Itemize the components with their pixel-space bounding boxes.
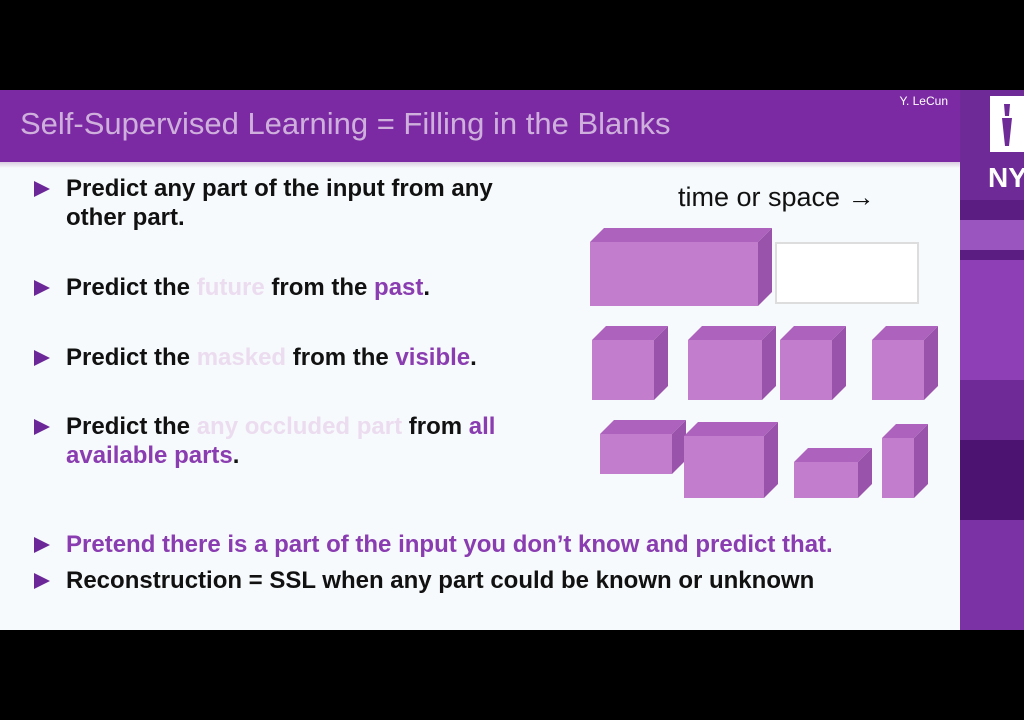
bullet-4-known-words: available parts: [66, 442, 233, 469]
diagram-block-visible: [688, 326, 776, 400]
bullet-4-text-a: Predict the: [66, 413, 197, 440]
diagram-block-available: [600, 420, 686, 474]
slide-title: Self-Supervised Learning = Filling in th…: [20, 106, 671, 141]
decor-band: [960, 260, 1024, 380]
bullet-1-line-1: Predict any part of the input from any: [66, 175, 493, 202]
bullet-4: Predict the any occluded part from all a…: [34, 412, 495, 470]
diagram-block-past: [590, 228, 772, 306]
bullet-3-known-word: visible: [395, 344, 471, 371]
diagram-block-visible: [592, 326, 668, 400]
bullet-arrow-icon: [34, 280, 50, 296]
title-bar: Self-Supervised Learning = Filling in th…: [0, 90, 960, 162]
diagram-block-visible: [780, 326, 846, 400]
bullet-arrow-icon: [34, 573, 50, 589]
title-shadow: [0, 162, 960, 168]
bullet-6-text: Reconstruction = SSL when any part could…: [66, 567, 815, 594]
bullet-4-known-word: all: [468, 413, 496, 440]
bullet-2: Predict the future from the past.: [34, 273, 430, 302]
nyu-logo-panel: NY: [960, 90, 1024, 630]
bullet-6: Reconstruction = SSL when any part could…: [34, 566, 814, 595]
bullet-1-line-2: other part.: [66, 204, 185, 231]
diagram-block-future: [775, 242, 919, 304]
bullet-3-hidden-word: masked: [196, 344, 287, 371]
decor-band: [960, 440, 1024, 520]
diagram-block-visible: [872, 326, 938, 400]
diagram-axis-label: time or space →: [678, 182, 875, 212]
bullet-2-text-a: Predict the: [66, 274, 197, 301]
decor-band: [960, 520, 1024, 630]
bullet-5-text: Pretend there is a part of the input you…: [66, 531, 833, 558]
bullet-3: Predict the masked from the visible.: [34, 343, 477, 372]
bullet-3-text-a: Predict the: [66, 344, 197, 371]
bullet-5: Pretend there is a part of the input you…: [34, 530, 833, 559]
bullet-2-hidden-word: future: [196, 274, 265, 301]
diagram-block-available: [882, 424, 928, 498]
bullet-2-text-b: from the: [264, 274, 375, 301]
bullet-2-period: .: [423, 274, 431, 301]
bullet-arrow-icon: [34, 419, 50, 435]
decor-band: [960, 380, 1024, 440]
bullet-3-text-b: from the: [286, 344, 396, 371]
bullet-4-period: .: [232, 442, 240, 469]
author-label: Y. LeCun: [899, 94, 949, 108]
diagram-block-available: [794, 448, 872, 498]
bullet-2-known-word: past: [374, 274, 424, 301]
nyu-text: NY: [988, 162, 1024, 193]
diagram-block-available: [684, 422, 778, 498]
bullet-1: Predict any part of the input from any o…: [34, 174, 493, 232]
bullet-arrow-icon: [34, 537, 50, 553]
bullet-4-hidden-words: any occluded part: [196, 413, 403, 440]
slide: Self-Supervised Learning = Filling in th…: [0, 90, 960, 630]
bullet-4-text-b: from: [402, 413, 469, 440]
bullet-arrow-icon: [34, 181, 50, 197]
bullet-arrow-icon: [34, 350, 50, 366]
torch-icon: [990, 96, 1024, 152]
decor-band: [960, 220, 1024, 250]
bullet-3-period: .: [470, 344, 477, 371]
nyu-logo: NY: [960, 90, 1024, 200]
